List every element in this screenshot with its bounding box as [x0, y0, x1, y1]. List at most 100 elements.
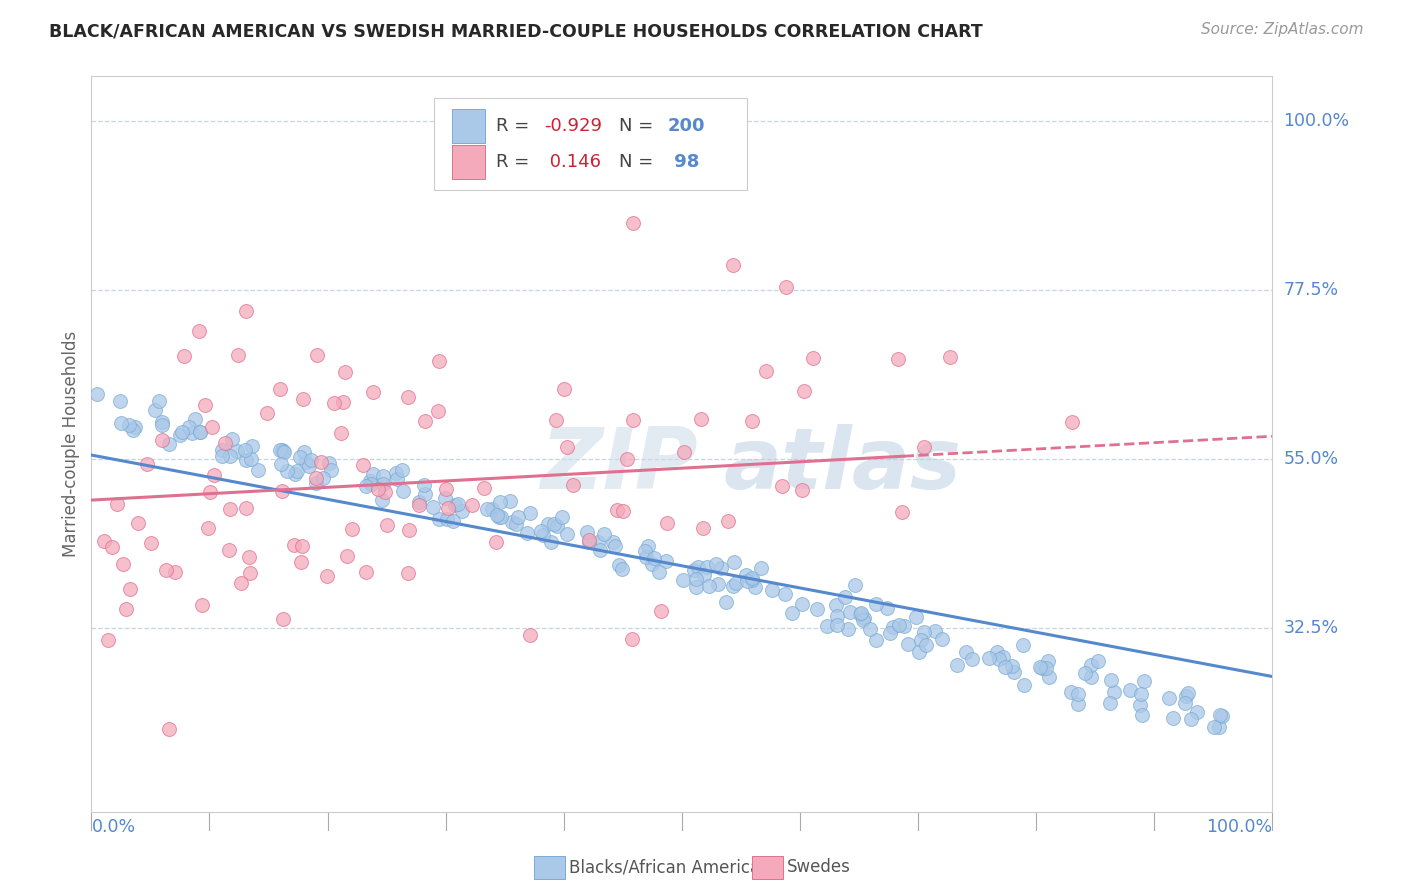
Text: Source: ZipAtlas.com: Source: ZipAtlas.com [1201, 22, 1364, 37]
Point [122, 424, 145, 438]
Point [749, 561, 772, 575]
Point [825, 609, 848, 624]
Point [725, 576, 748, 591]
Point [188, 425, 211, 439]
FancyBboxPatch shape [451, 109, 485, 143]
Point [426, 403, 449, 417]
Point [271, 484, 294, 499]
Point [150, 415, 173, 429]
Point [291, 392, 314, 407]
Point [273, 444, 295, 458]
Point [1012, 678, 1035, 692]
Point [427, 512, 450, 526]
Point [451, 504, 474, 518]
Point [657, 516, 679, 530]
Point [1060, 415, 1083, 429]
Point [912, 625, 935, 640]
Point [228, 348, 250, 362]
FancyBboxPatch shape [451, 145, 485, 179]
Point [780, 607, 803, 621]
Point [790, 597, 813, 611]
Point [413, 487, 436, 501]
Point [191, 599, 214, 613]
Point [853, 611, 876, 625]
Point [882, 619, 904, 633]
Point [775, 279, 797, 293]
Point [333, 365, 356, 379]
Text: N =: N = [619, 153, 659, 171]
Point [1174, 697, 1197, 711]
Point [578, 535, 600, 549]
Point [159, 722, 181, 736]
Point [955, 645, 977, 659]
Point [879, 626, 901, 640]
Point [408, 498, 430, 512]
Point [284, 467, 307, 481]
Point [177, 420, 200, 434]
Point [655, 554, 678, 568]
Point [865, 633, 887, 648]
Point [443, 498, 465, 512]
Point [201, 420, 224, 434]
Point [359, 474, 381, 488]
Point [838, 605, 860, 619]
Point [586, 535, 609, 549]
Point [271, 611, 294, 625]
Point [960, 652, 983, 666]
Point [1185, 706, 1208, 720]
Point [461, 498, 484, 512]
Point [912, 440, 935, 454]
Point [737, 574, 759, 589]
Point [741, 573, 763, 587]
Point [135, 457, 157, 471]
Point [269, 443, 291, 458]
Point [157, 437, 180, 451]
Point [436, 501, 458, 516]
Point [506, 509, 529, 524]
Point [229, 576, 252, 591]
Point [793, 384, 815, 399]
Point [375, 518, 398, 533]
Point [801, 351, 824, 365]
Point [447, 497, 470, 511]
Point [721, 258, 744, 272]
Point [741, 571, 763, 585]
Point [1067, 687, 1090, 701]
Point [623, 216, 645, 230]
Point [755, 364, 778, 378]
Point [117, 417, 139, 432]
Point [360, 476, 382, 491]
Point [299, 453, 322, 467]
Point [270, 457, 292, 471]
Point [433, 491, 456, 506]
Text: 100.0%: 100.0% [1206, 818, 1272, 836]
Point [434, 482, 457, 496]
Point [180, 426, 202, 441]
Point [740, 414, 762, 428]
Point [704, 557, 727, 571]
Point [543, 517, 565, 532]
Point [773, 587, 796, 601]
Point [143, 403, 166, 417]
Point [489, 494, 512, 508]
Point [256, 406, 278, 420]
Point [294, 455, 316, 469]
Point [239, 566, 262, 580]
Point [283, 538, 305, 552]
Text: 98: 98 [668, 153, 699, 171]
Point [194, 398, 217, 412]
Point [825, 618, 848, 632]
Point [824, 598, 846, 612]
Point [427, 353, 450, 368]
Point [246, 463, 269, 477]
Point [1067, 697, 1090, 711]
Point [607, 558, 630, 573]
Point [436, 512, 458, 526]
Point [849, 606, 872, 620]
Point [1087, 654, 1109, 668]
Point [148, 394, 170, 409]
Point [908, 645, 931, 659]
Point [685, 572, 707, 586]
Point [412, 477, 434, 491]
Point [593, 526, 616, 541]
